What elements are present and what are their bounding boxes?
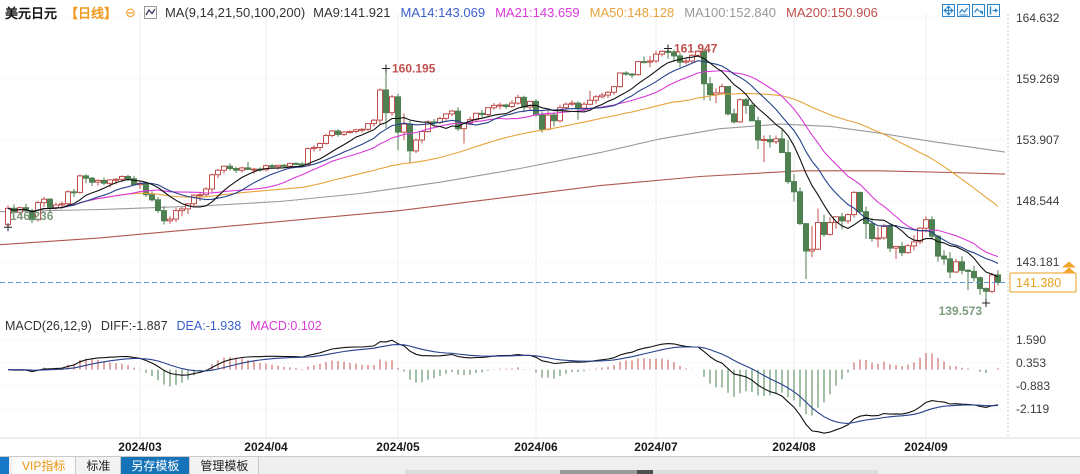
time-axis-labels: 2024/03 2024/04 2024/05 2024/06 2024/07 2024/… (118, 440, 948, 454)
svg-text:1.590: 1.590 (1016, 333, 1046, 347)
candlesticks (5, 48, 1001, 304)
macd-histogram (13, 352, 999, 416)
horizontal-scrollbar-thumb[interactable] (560, 470, 652, 474)
ma-value-1: MA14:143.069 (400, 5, 486, 20)
price-axis-labels: 164.632 159.269 153.907 148.544 143.181 1.590… (1016, 11, 1060, 416)
collapse-icon[interactable]: ⊖ (125, 5, 136, 20)
macd-value-2: DEA:-1.938 (176, 319, 242, 333)
svg-text:143.181: 143.181 (1016, 255, 1060, 269)
svg-text:0.353: 0.353 (1016, 356, 1046, 370)
svg-text:2024/09: 2024/09 (904, 440, 948, 454)
svg-text:2024/06: 2024/06 (514, 440, 558, 454)
ma-group-label: MA(9,14,21,50,100,200) (164, 5, 306, 20)
horizontal-scrollbar-segment (637, 470, 653, 474)
svg-text:153.907: 153.907 (1016, 133, 1060, 147)
ma-value-3: MA50:148.128 (589, 5, 675, 20)
svg-text:148.544: 148.544 (1016, 194, 1060, 208)
symbol-title: 美元日元 (5, 6, 58, 21)
svg-text:161.947: 161.947 (674, 42, 718, 56)
svg-text:160.195: 160.195 (392, 62, 436, 76)
grid-lines (0, 14, 1080, 439)
exit-pane-icon[interactable] (987, 4, 1000, 17)
macd-lines (7, 339, 999, 434)
price-annotations: 146.236 160.195 161.947 139.573 (4, 42, 990, 318)
svg-text:2024/03: 2024/03 (118, 440, 162, 454)
ma-value-5: MA200:150.906 (786, 5, 878, 20)
svg-text:2024/05: 2024/05 (376, 440, 420, 454)
svg-text:2024/08: 2024/08 (772, 440, 816, 454)
indicator-pane-icon[interactable] (957, 4, 970, 17)
panel-toggle-icon[interactable] (0, 457, 9, 474)
indicator-chart-icon[interactable] (143, 6, 157, 19)
svg-text:-2.119: -2.119 (1016, 402, 1049, 416)
move-crosshair-icon[interactable] (942, 4, 955, 17)
main-chart-header: 美元日元 【日线】 ⊖ MA(9,14,21,50,100,200) MA9:14… (5, 3, 888, 22)
svg-text:2024/04: 2024/04 (244, 440, 288, 454)
svg-text:164.632: 164.632 (1016, 11, 1060, 25)
ma-value-4: MA100:152.840 (684, 5, 777, 20)
ma-lines-long (0, 123, 1006, 246)
tab-standard[interactable]: 标准 (76, 457, 122, 474)
ma-lines-short (7, 55, 999, 278)
ma-value-2: MA21:143.659 (495, 5, 580, 20)
macd-header: MACD(26,12,9) DIFF:-1.887 DEA:-1.938 MACD:0… (5, 319, 340, 333)
macd-value-0: MACD(26,12,9) (5, 319, 92, 333)
svg-text:159.269: 159.269 (1016, 72, 1060, 86)
svg-text:2024/07: 2024/07 (634, 440, 678, 454)
svg-text:141.380: 141.380 (1016, 276, 1061, 290)
current-price-badge: 141.380 (1009, 261, 1077, 293)
svg-text:-0.883: -0.883 (1016, 379, 1050, 393)
svg-text:146.236: 146.236 (10, 209, 54, 223)
chart-toolbar (942, 4, 1000, 17)
template-tab-bar: VIP指标 标准 另存模板 管理模板 (0, 456, 1080, 474)
ma-values-row: MA9:141.921 MA14:143.069 MA21:143.659 MA50:… (313, 5, 888, 20)
indicator-arrow-icon[interactable] (972, 4, 985, 17)
svg-text:139.573: 139.573 (939, 304, 983, 318)
price-alert-arrow-icon (1062, 261, 1076, 274)
macd-value-1: DIFF:-1.887 (100, 319, 168, 333)
tab-save-template[interactable]: 另存模板 (121, 457, 191, 474)
macd-value-3: MACD:0.102 (250, 319, 322, 333)
tab-vip-indicator[interactable]: VIP指标 (12, 457, 77, 474)
ma-value-0: MA9:141.921 (313, 5, 391, 20)
tab-manage-template[interactable]: 管理模板 (190, 457, 260, 474)
period-label[interactable]: 【日线】 (65, 6, 118, 21)
